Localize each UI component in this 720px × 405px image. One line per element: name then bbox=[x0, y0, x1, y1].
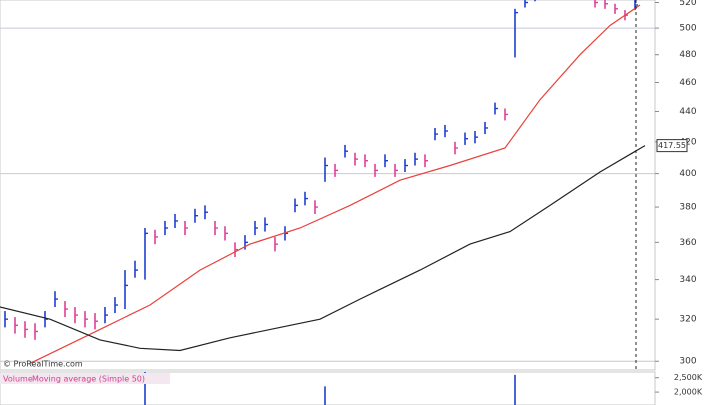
volume-bar bbox=[514, 374, 516, 405]
volume-tick-label: 2,000K bbox=[674, 388, 703, 397]
y-tick-label: 440 bbox=[679, 107, 696, 117]
y-tick-label: 480 bbox=[679, 50, 696, 60]
watermark: © ProRealTime.com bbox=[3, 360, 83, 369]
y-tick-label: 400 bbox=[679, 169, 696, 179]
y-tick-label: 360 bbox=[679, 238, 696, 248]
y-tick-label: 520 bbox=[679, 0, 696, 8]
y-tick-label: 500 bbox=[679, 24, 696, 34]
volume-legend-bg bbox=[0, 373, 170, 384]
volume-bar bbox=[144, 372, 146, 405]
y-tick-label: 380 bbox=[679, 203, 696, 213]
y-tick-label: 340 bbox=[679, 275, 696, 285]
y-tick-label: 320 bbox=[679, 315, 696, 325]
volume-legend: Moving average (Simple 50) bbox=[32, 375, 145, 384]
volume-bar bbox=[324, 386, 326, 405]
last-value-label: 417.55 bbox=[658, 141, 686, 150]
y-tick-label: 300 bbox=[679, 357, 696, 367]
last-value-box bbox=[656, 139, 688, 153]
y-tick-label: 460 bbox=[679, 78, 696, 88]
volume-legend: Volume bbox=[3, 375, 33, 384]
moving-average bbox=[0, 145, 646, 352]
volume-tick-label: 2,500K bbox=[674, 373, 703, 382]
y-tick-label: 420 bbox=[679, 137, 696, 147]
price-panel bbox=[0, 0, 656, 371]
moving-average bbox=[29, 4, 641, 364]
